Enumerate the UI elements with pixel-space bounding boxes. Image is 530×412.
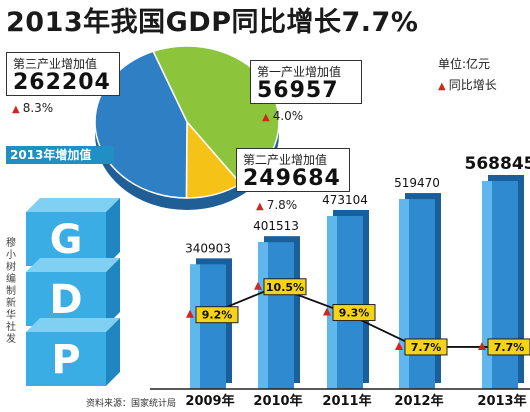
secondary-box: 第二产业增加值 249684 xyxy=(236,148,350,192)
legend-label: 同比增长 xyxy=(448,78,497,92)
red-triangle-icon: ▲ xyxy=(256,201,264,212)
growth-tag xyxy=(404,338,448,356)
cube-side xyxy=(106,318,120,386)
growth-label: 9.2% xyxy=(202,309,233,322)
growth-label: 10.5% xyxy=(266,281,304,294)
growth-arrow-icon xyxy=(395,341,403,350)
growth-arrow-icon xyxy=(478,341,486,350)
pie-banner: 2013年增加值 xyxy=(6,146,114,164)
growth-tag xyxy=(195,306,239,324)
secondary-value: 249684 xyxy=(243,166,341,191)
growth-label: 9.3% xyxy=(339,307,370,320)
x-tick-label: 2010年 xyxy=(253,393,302,409)
growth-arrow-icon xyxy=(323,307,331,316)
growth-tag xyxy=(263,278,307,296)
bar-highlight xyxy=(190,264,200,389)
growth-tag xyxy=(332,304,376,322)
x-tick-label: 2009年 xyxy=(185,393,234,409)
source-note: 资料来源：国家统计局 xyxy=(86,399,177,409)
cube-letter: P xyxy=(51,337,80,383)
cube-top xyxy=(26,198,120,212)
unit-label: 单位:亿元 xyxy=(438,57,491,71)
bar-value-label: 519470 xyxy=(394,176,440,190)
red-triangle-icon: ▲ xyxy=(262,112,270,123)
tertiary-growth: ▲ 8.3% xyxy=(12,101,53,115)
cube-letter: G xyxy=(50,217,83,263)
bar-value-label: 568845 xyxy=(465,154,530,174)
cube-front xyxy=(26,272,106,326)
cube-front xyxy=(26,212,106,266)
credit: 穆小树编制 新华社发 xyxy=(6,238,16,345)
page-title: 2013年我国GDP同比增长7.7% xyxy=(6,7,419,38)
growth-arrow-icon xyxy=(186,309,194,318)
growth-label: 7.7% xyxy=(494,341,525,354)
cube-side xyxy=(106,198,120,266)
tertiary-value: 262204 xyxy=(13,70,111,95)
secondary-label: 第二产业增加值 xyxy=(243,153,328,167)
secondary-growth-value: 7.8% xyxy=(266,198,298,212)
bar-value-label: 473104 xyxy=(322,193,368,207)
secondary-growth: ▲ 7.8% xyxy=(256,198,297,212)
growth-label: 7.7% xyxy=(411,341,442,354)
primary-box: 第一产业增加值 56957 xyxy=(250,60,362,104)
growth-arrow-icon xyxy=(254,281,262,290)
bar-highlight xyxy=(482,181,492,389)
cube-letter: D xyxy=(49,277,82,323)
x-tick-label: 2011年 xyxy=(322,393,371,409)
primary-growth-value: 4.0% xyxy=(272,109,304,123)
primary-growth: ▲ 4.0% xyxy=(262,109,303,123)
primary-value: 56957 xyxy=(257,78,339,103)
primary-label: 第一产业增加值 xyxy=(257,65,342,79)
red-triangle-icon: ▲ xyxy=(438,81,446,92)
cube-front xyxy=(26,332,106,386)
cube-side xyxy=(106,258,120,326)
cube-top xyxy=(26,258,120,272)
bar-highlight xyxy=(258,242,268,389)
tertiary-label: 第三产业增加值 xyxy=(13,57,98,71)
tertiary-box: 第三产业增加值 262204 xyxy=(6,52,120,96)
tertiary-growth-value: 8.3% xyxy=(22,101,54,115)
growth-tag xyxy=(487,338,530,356)
bar-highlight xyxy=(327,216,337,389)
bar-highlight xyxy=(399,199,409,389)
cube-top xyxy=(26,318,120,332)
red-triangle-icon: ▲ xyxy=(12,104,20,115)
x-tick-label: 2012年 xyxy=(394,393,443,409)
x-tick-label: 2013年 xyxy=(477,393,526,409)
legend: ▲ 同比增长 xyxy=(438,76,497,93)
bar-value-label: 401513 xyxy=(253,219,299,233)
bar-value-label: 340903 xyxy=(185,241,231,255)
